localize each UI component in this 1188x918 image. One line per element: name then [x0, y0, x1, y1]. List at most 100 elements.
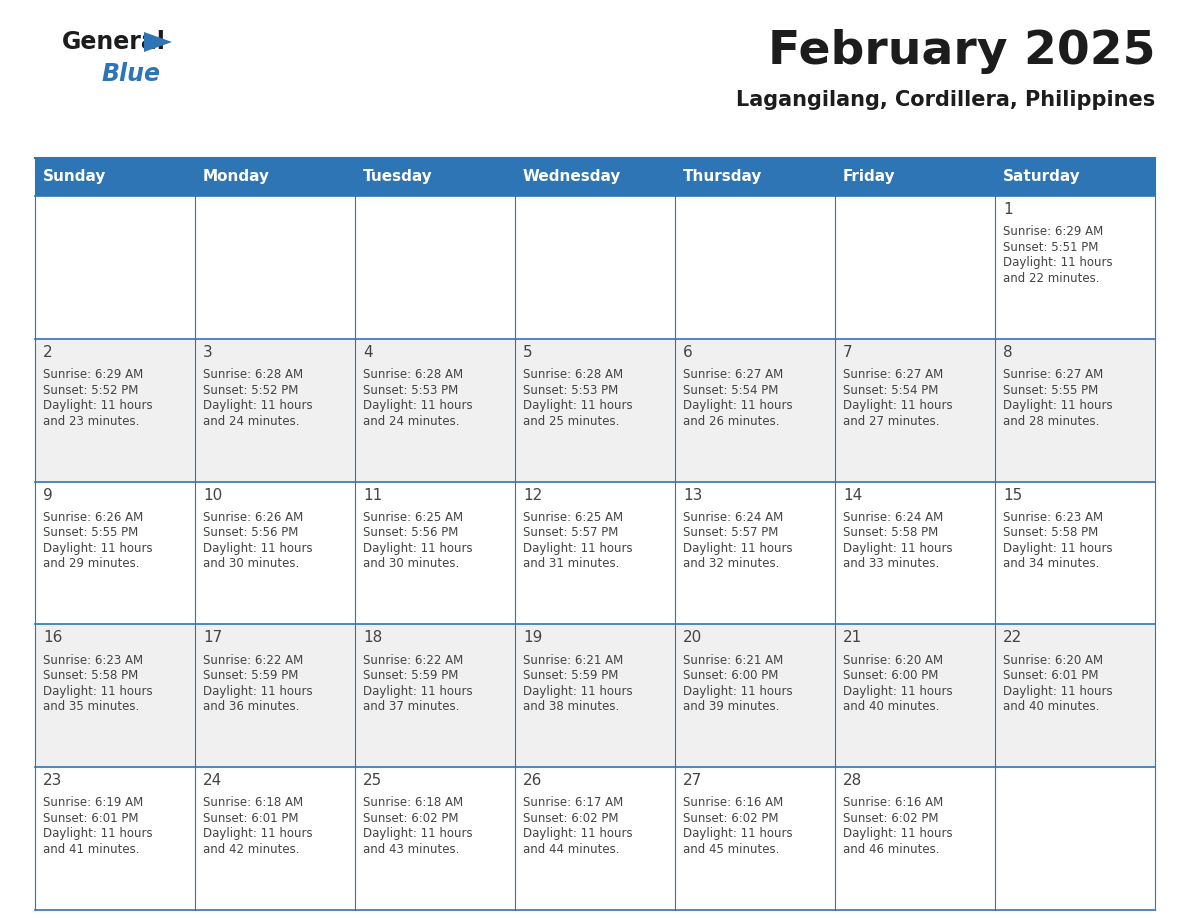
Bar — [355, 767, 516, 910]
Text: and 44 minutes.: and 44 minutes. — [523, 843, 619, 856]
Text: Sunrise: 6:17 AM: Sunrise: 6:17 AM — [523, 797, 624, 810]
Text: 15: 15 — [1003, 487, 1022, 502]
Text: Sunrise: 6:18 AM: Sunrise: 6:18 AM — [364, 797, 463, 810]
Text: Sunset: 5:58 PM: Sunset: 5:58 PM — [843, 526, 939, 540]
Text: 19: 19 — [523, 631, 543, 645]
Text: Sunset: 6:01 PM: Sunset: 6:01 PM — [1003, 669, 1099, 682]
Text: Daylight: 11 hours: Daylight: 11 hours — [43, 685, 152, 698]
Text: 11: 11 — [364, 487, 383, 502]
Text: Tuesday: Tuesday — [364, 170, 432, 185]
Text: Sunset: 5:53 PM: Sunset: 5:53 PM — [523, 384, 618, 397]
Bar — [996, 482, 1155, 624]
Text: and 28 minutes.: and 28 minutes. — [1003, 415, 1099, 428]
Text: Sunset: 5:59 PM: Sunset: 5:59 PM — [523, 669, 619, 682]
Text: Daylight: 11 hours: Daylight: 11 hours — [364, 542, 473, 554]
Text: Sunset: 6:00 PM: Sunset: 6:00 PM — [683, 669, 778, 682]
Text: Daylight: 11 hours: Daylight: 11 hours — [683, 685, 792, 698]
Text: Sunrise: 6:28 AM: Sunrise: 6:28 AM — [364, 368, 463, 381]
Text: Blue: Blue — [102, 62, 162, 86]
Text: Daylight: 11 hours: Daylight: 11 hours — [683, 399, 792, 412]
Text: and 40 minutes.: and 40 minutes. — [1003, 700, 1099, 713]
Text: and 22 minutes.: and 22 minutes. — [1003, 272, 1100, 285]
Bar — [34, 767, 195, 910]
Text: 3: 3 — [203, 345, 213, 360]
Text: and 36 minutes.: and 36 minutes. — [203, 700, 299, 713]
Text: Daylight: 11 hours: Daylight: 11 hours — [1003, 685, 1113, 698]
Bar — [996, 767, 1155, 910]
Bar — [195, 767, 355, 910]
Text: 25: 25 — [364, 773, 383, 789]
Text: Daylight: 11 hours: Daylight: 11 hours — [203, 827, 312, 841]
Bar — [516, 624, 675, 767]
Bar — [355, 624, 516, 767]
Text: Daylight: 11 hours: Daylight: 11 hours — [203, 399, 312, 412]
Text: Sunrise: 6:25 AM: Sunrise: 6:25 AM — [364, 510, 463, 524]
Text: 9: 9 — [43, 487, 52, 502]
Text: and 37 minutes.: and 37 minutes. — [364, 700, 460, 713]
Bar — [195, 339, 355, 482]
Bar — [195, 624, 355, 767]
Text: 8: 8 — [1003, 345, 1012, 360]
Text: and 32 minutes.: and 32 minutes. — [683, 557, 779, 570]
Bar — [835, 624, 996, 767]
Text: 21: 21 — [843, 631, 862, 645]
Text: 6: 6 — [683, 345, 693, 360]
Text: and 33 minutes.: and 33 minutes. — [843, 557, 940, 570]
Text: Friday: Friday — [843, 170, 896, 185]
Text: Sunrise: 6:25 AM: Sunrise: 6:25 AM — [523, 510, 624, 524]
Bar — [675, 482, 835, 624]
Text: Sunrise: 6:29 AM: Sunrise: 6:29 AM — [1003, 225, 1104, 239]
Bar — [675, 624, 835, 767]
Text: Sunset: 5:52 PM: Sunset: 5:52 PM — [203, 384, 298, 397]
Text: and 30 minutes.: and 30 minutes. — [203, 557, 299, 570]
Text: 20: 20 — [683, 631, 702, 645]
Text: February 2025: February 2025 — [767, 29, 1155, 74]
Text: Sunrise: 6:29 AM: Sunrise: 6:29 AM — [43, 368, 144, 381]
Text: Sunset: 5:57 PM: Sunset: 5:57 PM — [523, 526, 619, 540]
Text: and 23 minutes.: and 23 minutes. — [43, 415, 139, 428]
Text: Sunrise: 6:26 AM: Sunrise: 6:26 AM — [43, 510, 144, 524]
Text: Daylight: 11 hours: Daylight: 11 hours — [843, 542, 953, 554]
Text: Saturday: Saturday — [1003, 170, 1081, 185]
Text: and 38 minutes.: and 38 minutes. — [523, 700, 619, 713]
Text: Sunrise: 6:22 AM: Sunrise: 6:22 AM — [203, 654, 303, 666]
Bar — [996, 339, 1155, 482]
Text: Sunrise: 6:27 AM: Sunrise: 6:27 AM — [1003, 368, 1104, 381]
Text: Daylight: 11 hours: Daylight: 11 hours — [43, 399, 152, 412]
Text: and 30 minutes.: and 30 minutes. — [364, 557, 460, 570]
Text: Sunrise: 6:21 AM: Sunrise: 6:21 AM — [683, 654, 783, 666]
Text: Daylight: 11 hours: Daylight: 11 hours — [364, 827, 473, 841]
Text: Sunrise: 6:27 AM: Sunrise: 6:27 AM — [683, 368, 783, 381]
Bar — [835, 482, 996, 624]
Text: Sunset: 6:02 PM: Sunset: 6:02 PM — [364, 812, 459, 825]
Bar — [516, 767, 675, 910]
Text: Sunrise: 6:26 AM: Sunrise: 6:26 AM — [203, 510, 303, 524]
Text: Wednesday: Wednesday — [523, 170, 621, 185]
Text: Sunday: Sunday — [43, 170, 107, 185]
Text: Sunset: 5:58 PM: Sunset: 5:58 PM — [43, 669, 138, 682]
Text: Sunset: 5:59 PM: Sunset: 5:59 PM — [203, 669, 298, 682]
Text: Sunrise: 6:28 AM: Sunrise: 6:28 AM — [523, 368, 624, 381]
Text: Daylight: 11 hours: Daylight: 11 hours — [1003, 399, 1113, 412]
Bar — [675, 196, 835, 339]
Text: 13: 13 — [683, 487, 702, 502]
Text: Sunset: 5:52 PM: Sunset: 5:52 PM — [43, 384, 138, 397]
Bar — [355, 482, 516, 624]
Text: 2: 2 — [43, 345, 52, 360]
Text: Sunrise: 6:23 AM: Sunrise: 6:23 AM — [1003, 510, 1104, 524]
Polygon shape — [144, 32, 172, 52]
Bar — [34, 482, 195, 624]
Text: and 46 minutes.: and 46 minutes. — [843, 843, 940, 856]
Text: Sunset: 5:56 PM: Sunset: 5:56 PM — [203, 526, 298, 540]
Text: 17: 17 — [203, 631, 222, 645]
Text: and 41 minutes.: and 41 minutes. — [43, 843, 139, 856]
Text: Sunset: 6:02 PM: Sunset: 6:02 PM — [523, 812, 619, 825]
Text: Daylight: 11 hours: Daylight: 11 hours — [683, 827, 792, 841]
Text: 18: 18 — [364, 631, 383, 645]
Bar — [835, 339, 996, 482]
Text: and 40 minutes.: and 40 minutes. — [843, 700, 940, 713]
Text: Sunset: 6:02 PM: Sunset: 6:02 PM — [843, 812, 939, 825]
Text: Sunset: 5:55 PM: Sunset: 5:55 PM — [43, 526, 138, 540]
Text: Daylight: 11 hours: Daylight: 11 hours — [1003, 542, 1113, 554]
Text: and 26 minutes.: and 26 minutes. — [683, 415, 779, 428]
